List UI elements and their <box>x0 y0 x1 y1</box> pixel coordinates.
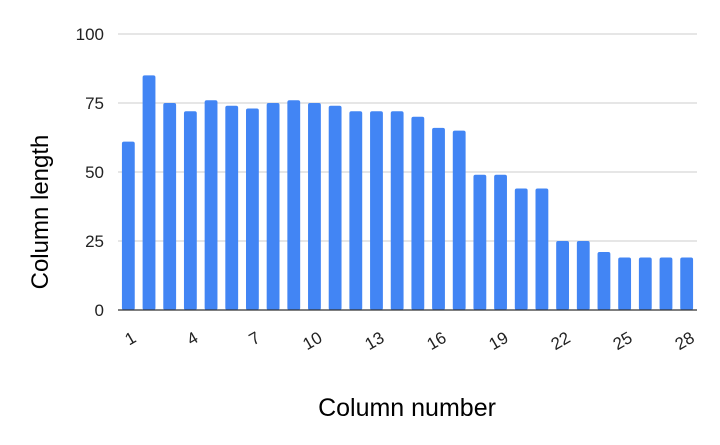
bar-11 <box>328 105 342 310</box>
x-tick-label-1: 1 <box>122 328 140 349</box>
bar-21 <box>535 188 549 310</box>
x-tick-label-22: 22 <box>548 328 574 354</box>
bar-12 <box>349 111 363 310</box>
bar-9 <box>287 100 301 311</box>
y-tick-label-100: 100 <box>76 25 104 44</box>
bar-5 <box>204 100 218 311</box>
bar-17 <box>452 130 466 310</box>
bar-23 <box>576 241 590 310</box>
bar-20 <box>514 188 528 310</box>
bar-18 <box>473 174 487 310</box>
x-tick-label-4: 4 <box>184 328 202 349</box>
bar-28 <box>680 257 694 310</box>
bar-7 <box>246 108 259 311</box>
x-axis-label: Column number <box>318 394 496 422</box>
bar-4 <box>183 111 197 310</box>
x-tick-label-28: 28 <box>672 328 698 354</box>
bar-24 <box>597 252 611 310</box>
bar-10 <box>308 103 321 310</box>
bar-1 <box>121 141 135 310</box>
y-tick-label-25: 25 <box>85 232 104 251</box>
bar-26 <box>638 257 652 310</box>
y-tick-label-75: 75 <box>85 94 104 113</box>
bar-15 <box>411 116 425 310</box>
x-tick-label-19: 19 <box>486 328 512 354</box>
bar-25 <box>618 257 632 310</box>
bar-6 <box>225 105 239 310</box>
bars <box>121 75 694 311</box>
x-tick-label-7: 7 <box>246 328 264 349</box>
bar-14 <box>390 111 404 310</box>
y-tick-label-50: 50 <box>85 163 104 182</box>
y-axis-label: Column length <box>27 135 54 290</box>
y-tick-label-0: 0 <box>95 301 104 320</box>
x-tick-label-16: 16 <box>424 328 450 354</box>
bar-22 <box>556 241 569 310</box>
x-tick-label-25: 25 <box>610 328 636 354</box>
bar-3 <box>163 103 177 310</box>
bar-8 <box>266 103 280 310</box>
bar-2 <box>142 75 156 311</box>
x-tick-label-10: 10 <box>300 328 326 354</box>
bar-13 <box>370 111 383 310</box>
x-tick-label-13: 13 <box>362 328 388 354</box>
bar-16 <box>432 127 445 310</box>
bar-19 <box>494 174 507 310</box>
bar-27 <box>659 257 673 310</box>
